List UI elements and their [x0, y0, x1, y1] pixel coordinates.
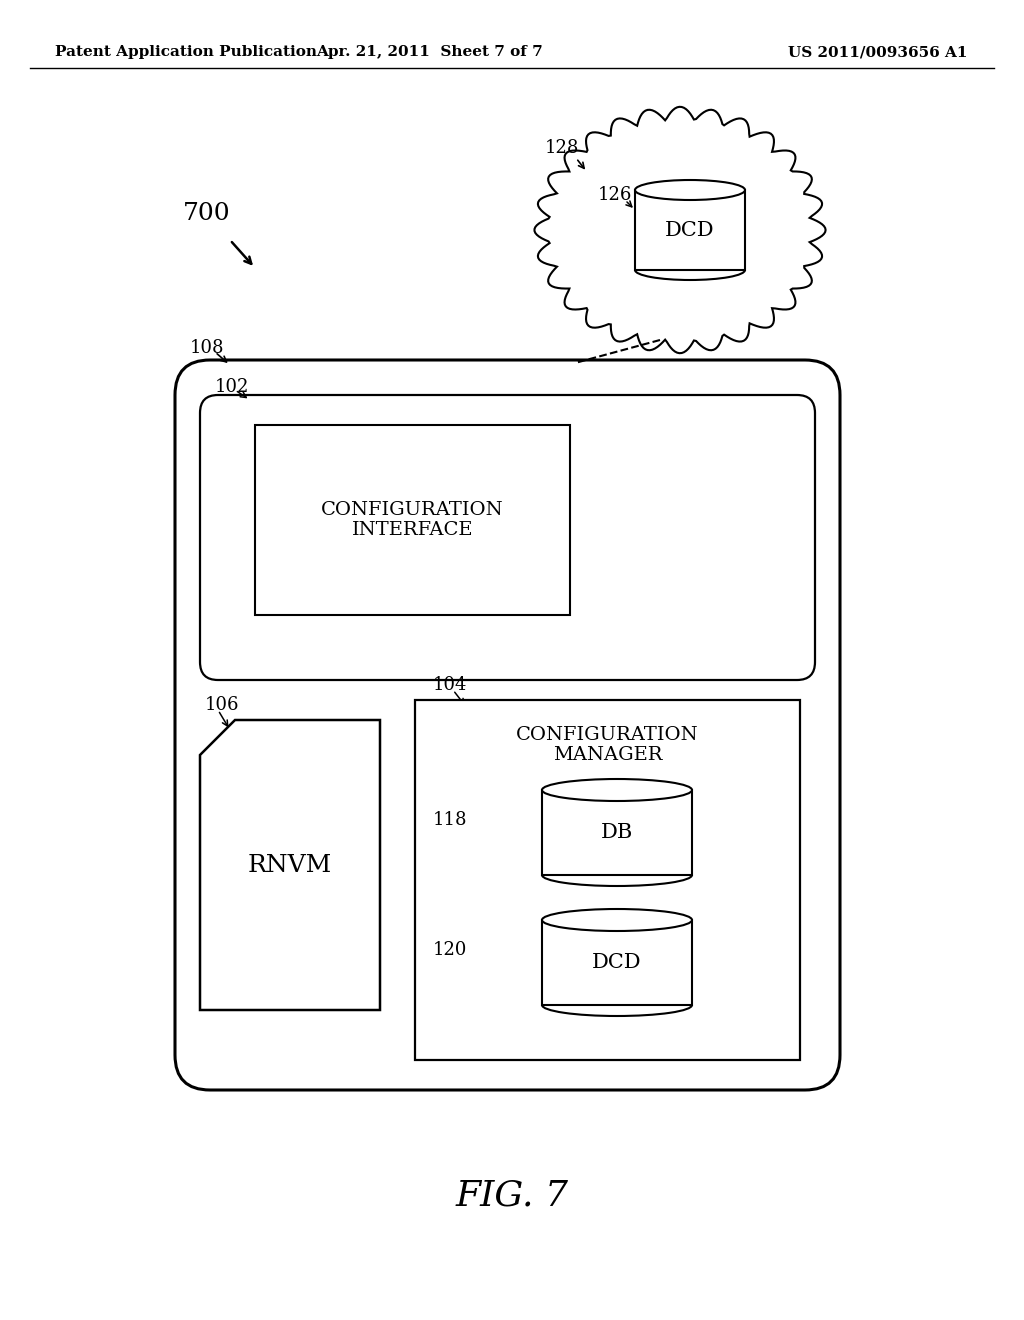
FancyBboxPatch shape	[200, 395, 815, 680]
Bar	[255, 425, 570, 615]
FancyBboxPatch shape	[175, 360, 840, 1090]
Ellipse shape	[542, 909, 692, 931]
Ellipse shape	[542, 779, 692, 801]
Text: RNVM: RNVM	[248, 854, 332, 876]
Text: 108: 108	[190, 339, 224, 356]
Text: US 2011/0093656 A1: US 2011/0093656 A1	[788, 45, 968, 59]
Text: DCD: DCD	[592, 953, 642, 972]
Text: 102: 102	[215, 378, 250, 396]
Text: CONFIGURATION
MANAGER: CONFIGURATION MANAGER	[516, 726, 698, 764]
Text: CONFIGURATION
INTERFACE: CONFIGURATION INTERFACE	[322, 500, 504, 540]
Ellipse shape	[635, 180, 745, 201]
Bar	[635, 190, 745, 271]
Text: DB: DB	[601, 822, 633, 842]
Text: Patent Application Publication: Patent Application Publication	[55, 45, 317, 59]
Text: 700: 700	[183, 202, 230, 224]
Text: 128: 128	[545, 139, 580, 157]
Text: 106: 106	[205, 696, 240, 714]
Text: 120: 120	[433, 941, 467, 960]
Text: 104: 104	[433, 676, 467, 694]
Polygon shape	[200, 719, 380, 1010]
Bar	[542, 920, 692, 1005]
Text: 126: 126	[598, 186, 633, 205]
Bar	[415, 700, 800, 1060]
Bar	[542, 789, 692, 875]
Polygon shape	[535, 107, 825, 354]
Text: FIG. 7: FIG. 7	[456, 1177, 568, 1212]
Text: 118: 118	[433, 810, 468, 829]
Text: Apr. 21, 2011  Sheet 7 of 7: Apr. 21, 2011 Sheet 7 of 7	[316, 45, 544, 59]
Text: DCD: DCD	[666, 220, 715, 239]
